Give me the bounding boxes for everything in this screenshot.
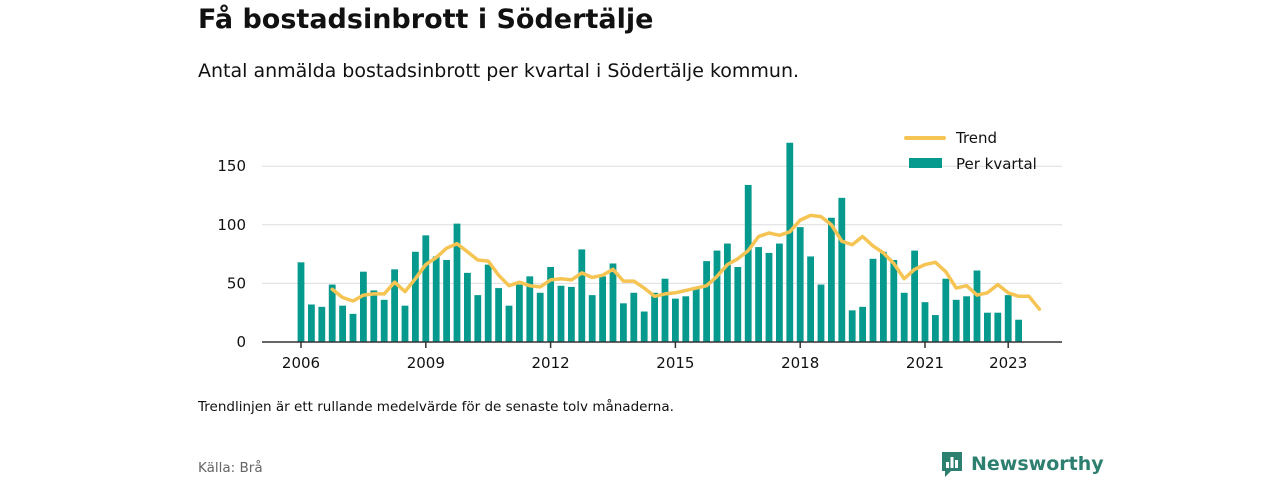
bar (484, 264, 492, 342)
legend: Trend Per kvartal (904, 129, 1037, 173)
brand-name: Newsworthy (971, 453, 1104, 475)
x-tick-label: 2012 (532, 354, 570, 372)
bar (370, 290, 378, 342)
bar (453, 223, 461, 342)
bar-chart: 0 50 100 150 2006 2009 2012 2015 2018 2021 2023 Tr… (217, 129, 1062, 372)
bar (744, 184, 752, 342)
brand-logo: Newsworthy (940, 450, 1104, 478)
bar (308, 304, 315, 342)
x-tick-label: 2015 (656, 354, 694, 372)
bar (588, 295, 596, 342)
x-tick-label: 2006 (282, 354, 320, 372)
bar (848, 310, 856, 342)
bar (713, 250, 721, 342)
bar (828, 217, 835, 342)
bar (692, 286, 700, 342)
bar (817, 284, 825, 342)
bar (755, 247, 762, 342)
bar (516, 284, 523, 342)
grid-lines (262, 165, 1062, 284)
bar (568, 286, 575, 342)
bar (807, 256, 814, 342)
bar (609, 263, 617, 342)
bar (952, 299, 960, 342)
bar (443, 259, 450, 342)
bar (349, 313, 357, 342)
bar (412, 251, 419, 342)
bar (495, 288, 502, 342)
newsworthy-icon (942, 452, 962, 477)
bar (900, 292, 908, 342)
bar (672, 298, 679, 342)
axes: 0 50 100 150 2006 2009 2012 2015 2018 2021 2023 (217, 157, 1062, 372)
bar (994, 312, 1002, 342)
bar (880, 251, 887, 342)
y-tick-label: 150 (217, 157, 246, 175)
x-tick-label: 2009 (407, 354, 445, 372)
bar (380, 299, 388, 342)
bar (360, 271, 367, 342)
legend-bar-swatch (909, 158, 942, 168)
y-tick-label: 0 (236, 333, 246, 351)
legend-trend-label: Trend (955, 129, 997, 147)
bar (557, 285, 565, 342)
bar (890, 259, 898, 342)
y-tick-label: 100 (217, 216, 246, 234)
bar-series (297, 142, 1022, 342)
trend-line (330, 213, 1042, 311)
chart-title: Få bostadsinbrott i Södertälje (198, 4, 654, 35)
bar (505, 305, 513, 342)
x-tick-label: 2023 (989, 354, 1027, 372)
bar (464, 272, 471, 342)
bar (391, 269, 398, 342)
bar (682, 296, 690, 342)
bar (630, 292, 638, 342)
bar (703, 261, 710, 342)
bar (640, 311, 648, 342)
x-tick-label: 2021 (906, 354, 944, 372)
bar (932, 315, 939, 342)
chart-subtitle: Antal anmälda bostadsinbrott per kvartal… (198, 60, 800, 82)
bar (963, 296, 970, 342)
bar (620, 303, 627, 342)
bar (921, 302, 929, 342)
bar (401, 305, 409, 342)
trend-series (330, 213, 1042, 311)
bar (536, 292, 544, 342)
bar (547, 266, 554, 342)
bar (911, 250, 918, 342)
bar (432, 256, 440, 342)
bar (786, 142, 794, 342)
bar (599, 276, 606, 342)
bar (734, 266, 742, 342)
bar (973, 270, 981, 342)
bar (776, 243, 783, 342)
bar (942, 278, 950, 342)
bar (1015, 319, 1022, 342)
bar (578, 249, 586, 342)
source-text: Källa: Brå (198, 460, 263, 476)
legend-bar-label: Per kvartal (956, 155, 1037, 173)
bar (984, 312, 991, 342)
y-tick-label: 50 (227, 274, 246, 292)
chart-note: Trendlinjen är ett rullande medelvärde f… (198, 399, 674, 415)
x-tick-label: 2018 (781, 354, 819, 372)
bar (838, 197, 846, 342)
bar (422, 235, 430, 342)
bar (474, 295, 482, 342)
bar (339, 305, 346, 342)
bar (796, 227, 804, 342)
bar (526, 276, 534, 342)
bar (661, 278, 669, 342)
bar (297, 262, 305, 342)
bar (724, 243, 731, 342)
bar (651, 292, 658, 342)
bar (765, 252, 773, 342)
bar (1004, 295, 1012, 342)
bar (869, 258, 877, 342)
bar (318, 306, 326, 342)
bar (328, 284, 336, 342)
bar (859, 306, 866, 342)
